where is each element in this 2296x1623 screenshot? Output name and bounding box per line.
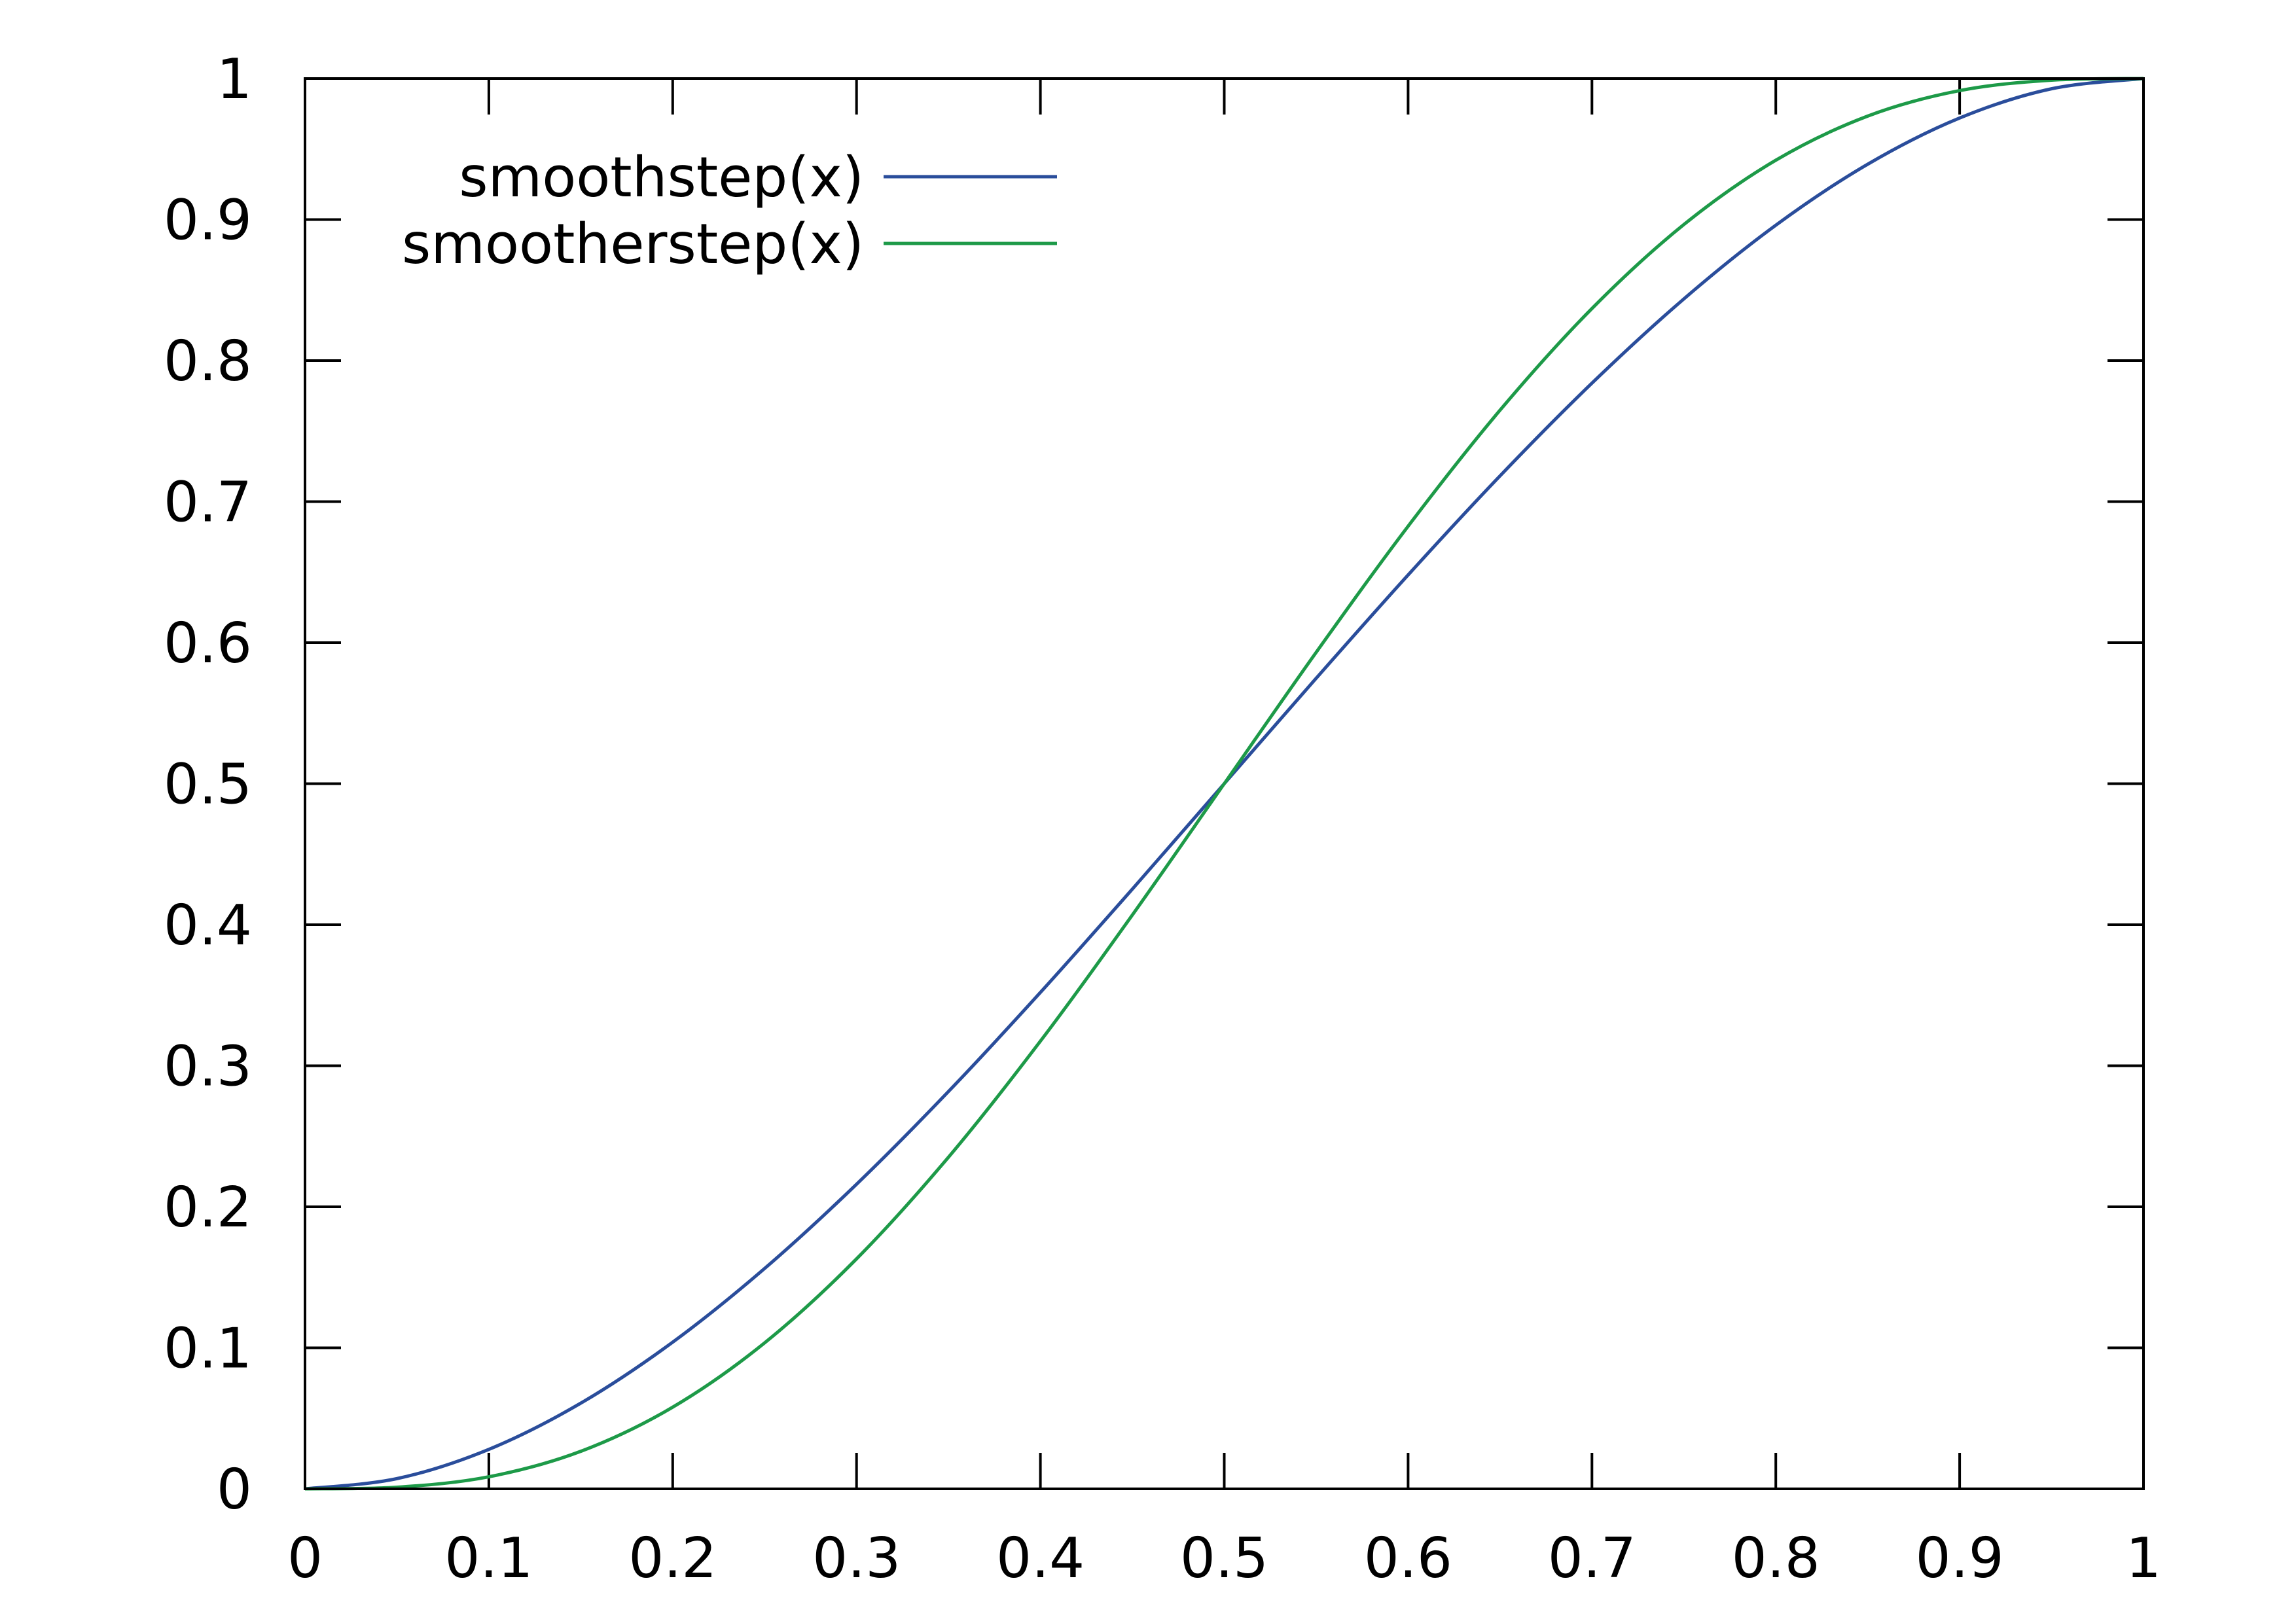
x-tick-label: 0.1 <box>444 1526 533 1591</box>
x-tick-label: 0.4 <box>996 1526 1085 1591</box>
x-tick-label: 0.2 <box>628 1526 717 1591</box>
y-tick-label: 0.5 <box>164 753 252 817</box>
legend: smoothstep(x)smootherstep(x) <box>402 145 1057 277</box>
y-tick-label: 0.4 <box>164 893 252 958</box>
y-tick-label: 0.2 <box>164 1175 252 1240</box>
x-tick-label: 0.5 <box>1180 1526 1268 1591</box>
x-tick-label: 1 <box>2126 1526 2161 1591</box>
legend-label-0: smoothstep(x) <box>459 145 864 210</box>
plot-frame <box>304 77 2145 1490</box>
x-tick-label: 0.6 <box>1364 1526 1452 1591</box>
y-tick-label: 0.9 <box>164 188 252 253</box>
x-tick-label: 0.9 <box>1916 1526 2004 1591</box>
series-lines <box>304 77 2144 1491</box>
series-line-1 <box>304 77 2144 1491</box>
y-tick-label: 0 <box>217 1457 252 1522</box>
tick-labels: 0 0.1 0.2 0.3 0.4 0.5 0.6 0.7 0.8 0.9 1 0 0.1 0.2 0.3 0… <box>164 47 2161 1591</box>
x-tick-label: 0.8 <box>1732 1526 1820 1591</box>
legend-label-1: smootherstep(x) <box>402 212 864 277</box>
x-tick-label: 0.3 <box>812 1526 901 1591</box>
x-tick-label: 0 <box>287 1526 323 1591</box>
y-tick-label: 0.3 <box>164 1035 252 1099</box>
y-tick-label: 1 <box>217 47 252 112</box>
y-tick-label: 0.7 <box>164 471 252 535</box>
x-tick-label: 0.7 <box>1548 1526 1636 1591</box>
y-tick-label: 0.8 <box>164 329 252 394</box>
y-tick-label: 0.6 <box>164 611 252 676</box>
y-tick-label: 0.1 <box>164 1317 252 1382</box>
